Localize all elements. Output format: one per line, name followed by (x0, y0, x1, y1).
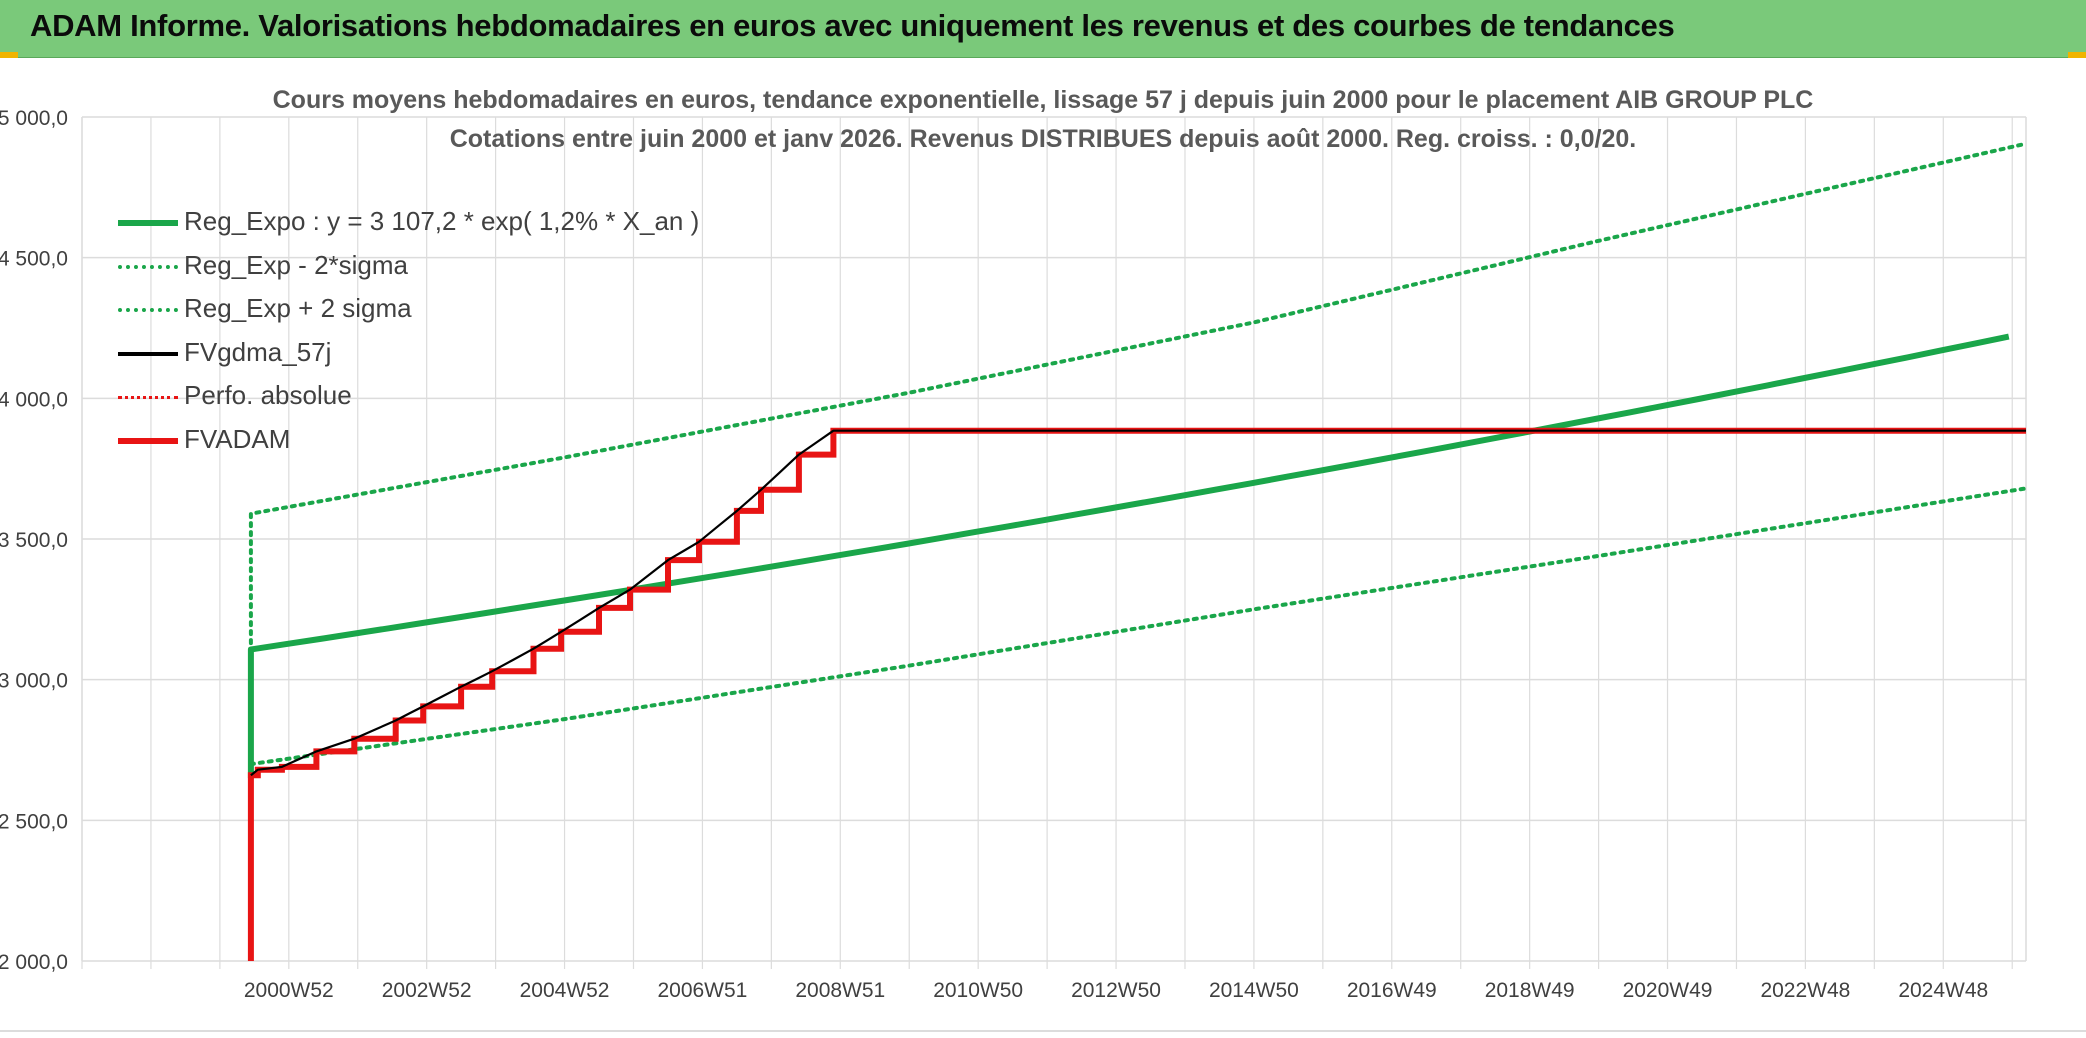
legend-label-fvgdma: FVgdma_57j (184, 336, 332, 367)
chart-title-line-2: Cotations entre juin 2000 et janv 2026. … (449, 125, 1637, 153)
corner-accent-right (2068, 52, 2086, 58)
y-tick-label: 2 000,0 (0, 951, 68, 974)
legend-label-perfo: Perfo. absolue (184, 380, 352, 410)
axis-labels: 2 000,0 2 500,0 3 000,0 3 500,0 4 000,0 4 500… (0, 107, 1988, 1002)
x-tick-label: 2006W51 (657, 979, 747, 1002)
x-tick-label: 2018W49 (1485, 979, 1575, 1002)
grid-lines (81, 116, 2027, 969)
legend-swatch-reg-expo (118, 220, 178, 226)
legend-label-fvadam: FVADAM (184, 423, 291, 454)
y-tick-label: 4 000,0 (0, 388, 68, 411)
x-tick-label: 2024W48 (1898, 979, 1988, 1002)
legend-swatch-perfo (118, 396, 178, 399)
series-fvgdma-57j (250, 429, 2026, 777)
report-title: ADAM Informe. Valorisations hebdomadaire… (30, 8, 1675, 43)
series-lines (247, 141, 2028, 961)
y-tick-label: 4 500,0 (0, 248, 68, 271)
bottom-frame-line (0, 1030, 2086, 1032)
legend-swatch-fvgdma (118, 351, 178, 356)
y-tick-label: 3 500,0 (0, 529, 68, 552)
series-fvadam (247, 427, 2026, 961)
report-banner: ADAM Informe. Valorisations hebdomadaire… (0, 0, 2086, 58)
corner-accent-left (0, 52, 18, 58)
x-tick-label: 2000W52 (244, 979, 334, 1002)
x-tick-label: 2020W49 (1623, 979, 1713, 1002)
legend-swatch-reg-plus (118, 308, 178, 312)
x-tick-label: 2004W52 (520, 979, 610, 1002)
chart-title-line-1: Cours moyens hebdomadaires en euros, ten… (272, 86, 1814, 114)
legend-label-reg-expo: Reg_Expo : y = 3 107,2 * exp( 1,2% * X_a… (184, 206, 700, 236)
x-tick-label: 2014W50 (1209, 979, 1299, 1002)
x-tick-label: 2016W49 (1347, 979, 1437, 1002)
x-tick-label: 2002W52 (382, 979, 472, 1002)
legend-label-reg-minus: Reg_Exp - 2*sigma (184, 249, 408, 280)
legend-label-reg-plus: Reg_Exp + 2 sigma (184, 293, 412, 323)
legend-swatch-fvadam (118, 437, 178, 444)
y-tick-label: 3 000,0 (0, 670, 68, 693)
y-tick-label: 2 500,0 (0, 810, 68, 833)
series-reg-minus-2sigma (248, 486, 2028, 767)
legend-swatch-reg-minus (118, 264, 178, 269)
x-tick-label: 2008W51 (795, 979, 885, 1002)
series-reg-expo (247, 333, 2010, 779)
y-tick-label: 5 000,0 (0, 107, 68, 130)
x-tick-label: 2022W48 (1760, 979, 1850, 1002)
series-reg-plus-2sigma (248, 141, 2028, 781)
x-tick-label: 2012W50 (1071, 979, 1161, 1002)
x-tick-label: 2010W50 (933, 979, 1023, 1002)
